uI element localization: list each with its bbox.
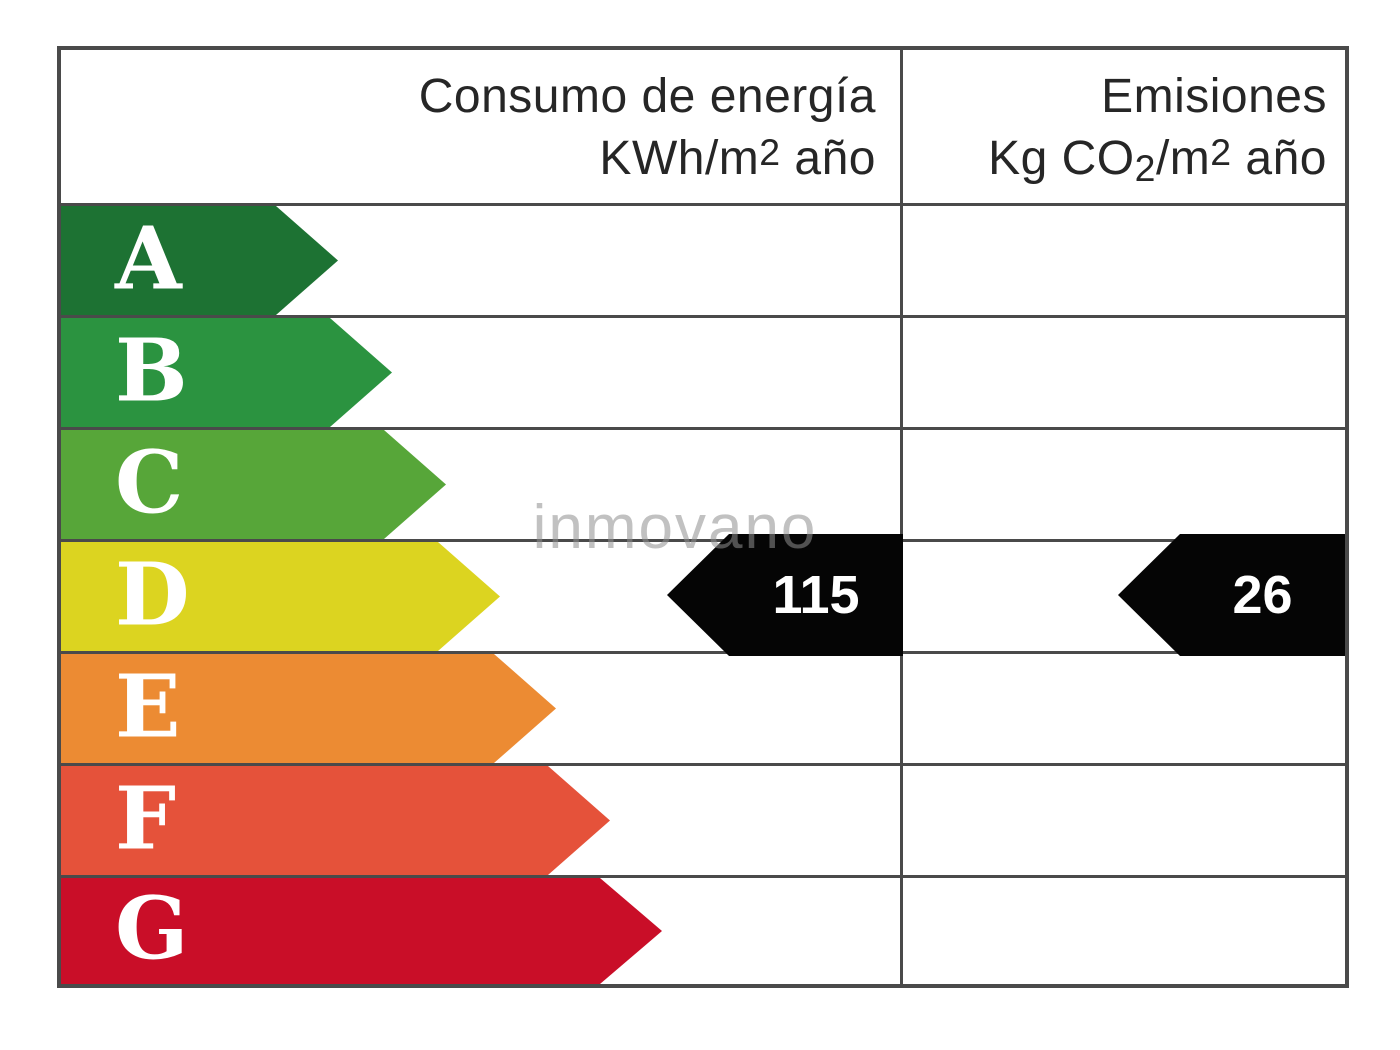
rating-bar-b: B: [61, 318, 392, 427]
emissions-header-line2: Kg CO2/m2 año: [988, 130, 1327, 189]
energy-column-header: Consumo de energía KWh/m2 año: [61, 66, 876, 192]
energy-certificate-table: Consumo de energía KWh/m2 año Emisiones …: [57, 46, 1349, 988]
rating-bar-d: D: [61, 542, 500, 651]
rating-bar-g: G: [61, 878, 662, 984]
gridline-row-a: [61, 315, 1345, 318]
emissions-value: 26: [1232, 565, 1293, 625]
energy-header-line2: KWh/m2 año: [599, 130, 876, 185]
gridline-row-e: [61, 763, 1345, 766]
emissions-value-arrow: 26: [1118, 534, 1345, 656]
emissions-header-line1: Emisiones: [1101, 70, 1327, 123]
energy-value-arrow: 115: [667, 534, 903, 656]
gridline-row-f: [61, 875, 1345, 878]
energy-header-line1: Consumo de energía: [418, 70, 876, 123]
rating-letter-d: D: [115, 543, 190, 645]
rating-bar-f: F: [61, 766, 610, 875]
gridline-row-b: [61, 427, 1345, 430]
rating-bar-a: A: [61, 206, 338, 315]
emissions-column-header: Emisiones Kg CO2/m2 año: [913, 66, 1327, 192]
energy-value: 115: [772, 565, 860, 625]
gridline-row-d: [61, 651, 1345, 654]
rating-letter-g: G: [115, 878, 189, 980]
rating-letter-b: B: [115, 319, 188, 421]
rating-letter-f: F: [115, 767, 177, 869]
gridline-row-c: [61, 539, 1345, 542]
rating-letter-c: C: [115, 431, 184, 533]
rating-letter-e: E: [115, 655, 181, 757]
rating-bar-e: E: [61, 654, 556, 763]
rating-bar-c: C: [61, 430, 446, 539]
rating-letter-a: A: [115, 207, 182, 309]
gridline-header: [61, 203, 1345, 206]
column-divider: [900, 50, 903, 984]
